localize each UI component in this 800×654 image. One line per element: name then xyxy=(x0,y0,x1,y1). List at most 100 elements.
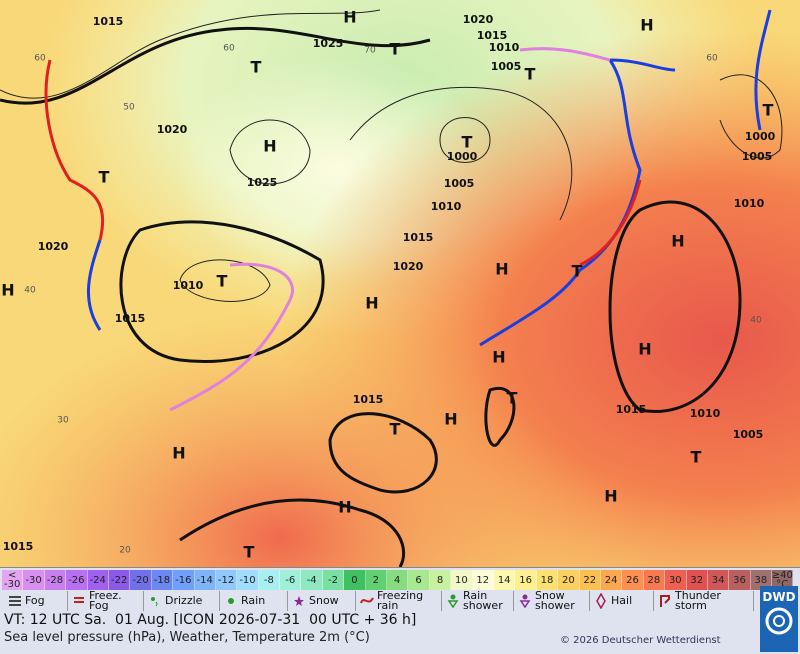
weather-label: Snow shower xyxy=(535,589,575,612)
pressure-center: H xyxy=(638,340,651,359)
scale-cell: 22 xyxy=(579,570,601,590)
scale-cell: 12 xyxy=(472,570,494,590)
scale-cell: ≥40 °C xyxy=(771,570,794,590)
weather-label: Snow xyxy=(309,594,339,607)
scale-cell: 26 xyxy=(622,570,644,590)
scale-cell: -14 xyxy=(194,570,216,590)
isotherm-label: 50 xyxy=(123,103,135,113)
isobar-label: 1015 xyxy=(3,540,34,553)
scale-cell: -22 xyxy=(108,570,131,590)
legend-panel: < -30 -30 -28 -26 -24 -22 -20 -18 -16 -14 -12 -10 -8… xyxy=(0,567,800,654)
isobar-label: 1020 xyxy=(157,123,188,136)
weather-legend-item: Hail xyxy=(590,591,654,611)
scale-cell: 38 xyxy=(750,570,773,590)
scale-cell: 32 xyxy=(686,570,708,590)
scale-cell: -6 xyxy=(280,570,302,590)
scale-cell: 8 xyxy=(429,570,452,590)
pressure-center: H xyxy=(495,260,508,279)
scale-cell: -26 xyxy=(66,570,88,590)
weather-legend-item: Rain shower xyxy=(442,590,514,611)
scale-cell: -18 xyxy=(151,570,174,590)
isobar-label: 1025 xyxy=(247,176,278,189)
pressure-center: H xyxy=(1,281,14,300)
isotherm-label: 60 xyxy=(706,54,718,64)
pressure-center: H xyxy=(172,444,185,463)
weather-legend-item: Drizzle xyxy=(144,591,220,611)
isobar-label: 1025 xyxy=(313,37,344,50)
pressure-center: H xyxy=(640,16,653,35)
isobar-label: 1005 xyxy=(742,150,773,163)
isotherm-label: 20 xyxy=(119,546,131,556)
weather-icon xyxy=(74,597,84,603)
weather-label: Freez. Fog xyxy=(89,589,122,612)
map: 1015 102010251015101010051020102510001005… xyxy=(0,0,800,567)
scale-cell: -12 xyxy=(215,570,238,590)
scale-cell: -30 xyxy=(23,570,45,590)
isobar-label: 1010 xyxy=(173,279,204,292)
isobar-label: 1015 xyxy=(616,403,647,416)
isobar-label: 1015 xyxy=(115,312,146,325)
scale-cell: 16 xyxy=(515,570,537,590)
weather-label: Thunder storm xyxy=(675,589,721,612)
pressure-center: H xyxy=(671,232,684,251)
weather-legend-item: Fog xyxy=(4,591,68,611)
fronts xyxy=(44,9,772,412)
scale-cell: 34 xyxy=(707,570,730,590)
weather-legend-item: Snow shower xyxy=(514,589,590,612)
weather-icon xyxy=(228,598,234,604)
weather-legend: Fog Freez. Fog Drizzle Rain Snow Freezing rai… xyxy=(4,589,760,612)
pressure-center: T xyxy=(763,101,774,120)
weather-icon xyxy=(596,593,606,609)
pressure-center: H xyxy=(263,137,276,156)
isotherm-label: 40 xyxy=(24,286,36,296)
isobar-label: 1015 xyxy=(353,393,384,406)
valid-time: VT: 12 UTC Sa. 01 Aug. [ICON 2026-07-31 … xyxy=(4,612,417,628)
pressure-center: H xyxy=(492,348,505,367)
weather-icon xyxy=(360,597,374,604)
warm-area xyxy=(0,0,800,567)
pressure-center: T xyxy=(691,448,702,467)
isotherm-label: 60 xyxy=(223,44,235,54)
pressure-center: T xyxy=(507,389,518,408)
pressure-center: T xyxy=(390,40,401,59)
weather-icon xyxy=(660,595,670,607)
pressure-center: H xyxy=(444,410,457,429)
temperature-scale: < -30 -30 -28 -26 -24 -22 -20 -18 -16 -14 -12 -10 -8… xyxy=(2,570,794,590)
weather-label: Drizzle xyxy=(165,594,203,607)
isobar-label: 1010 xyxy=(489,41,520,54)
scale-cell: 2 xyxy=(365,570,388,590)
isobar-label: 1020 xyxy=(38,240,69,253)
isobar-label: 1020 xyxy=(463,13,494,26)
pressure-center: T xyxy=(217,272,228,291)
scale-cell: 36 xyxy=(729,570,751,590)
scale-cell: 0 xyxy=(344,570,366,590)
scale-cell: 28 xyxy=(643,570,666,590)
weather-legend-item: Thunder storm xyxy=(654,589,754,612)
map-labels: 1015 102010251015101010051020102510001005… xyxy=(1,8,775,562)
weather-label: Freezing rain xyxy=(377,589,424,612)
pressure-center: T xyxy=(251,58,262,77)
pressure-center: H xyxy=(365,294,378,313)
isobars xyxy=(0,9,783,302)
scale-cell: 6 xyxy=(408,570,430,590)
scale-cell: 30 xyxy=(665,570,687,590)
isotherm-label: 60 xyxy=(34,54,46,64)
scale-cell: -20 xyxy=(130,570,152,590)
pressure-center: T xyxy=(462,133,473,152)
scale-cell: -16 xyxy=(173,570,195,590)
isobar-label: 1000 xyxy=(447,150,478,163)
isotherm-label: 70 xyxy=(364,46,376,56)
scale-cell: 10 xyxy=(451,570,473,590)
weather-label: Hail xyxy=(611,594,633,607)
isobar-label: 1010 xyxy=(431,200,462,213)
scale-cell: 20 xyxy=(558,570,580,590)
scale-cell: -4 xyxy=(301,570,323,590)
pressure-center: H xyxy=(338,498,351,517)
scale-cell: 14 xyxy=(493,570,516,590)
subtitle: Sea level pressure (hPa), Weather, Tempe… xyxy=(4,630,370,645)
isobar-label: 1015 xyxy=(477,29,508,42)
isobar-label: 1020 xyxy=(393,260,424,273)
pressure-center: T xyxy=(99,168,110,187)
weather-legend-item: Freez. Fog xyxy=(68,589,144,612)
pressure-center: T xyxy=(244,543,255,562)
